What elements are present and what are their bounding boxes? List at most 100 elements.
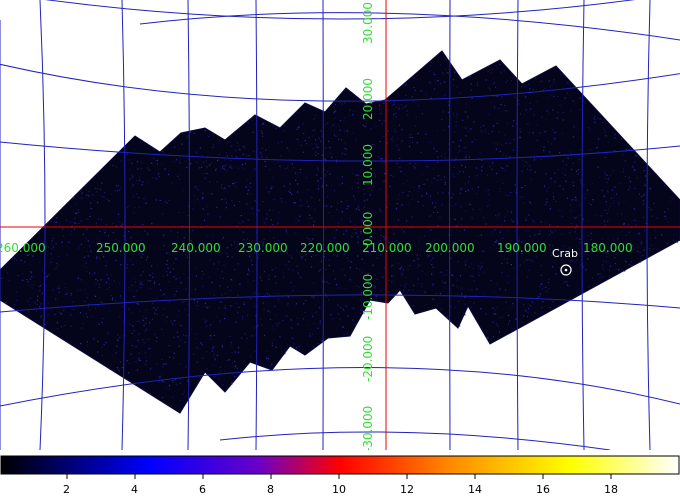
noise-speck xyxy=(65,293,67,295)
noise-speck xyxy=(47,313,49,316)
noise-speck xyxy=(441,118,443,120)
noise-speck xyxy=(252,270,254,272)
noise-speck xyxy=(445,274,447,276)
noise-speck xyxy=(271,186,273,188)
noise-speck xyxy=(608,269,611,271)
noise-speck xyxy=(293,202,295,204)
noise-speck xyxy=(577,227,579,229)
noise-speck xyxy=(500,104,502,106)
noise-speck xyxy=(145,259,148,261)
noise-speck xyxy=(500,72,502,74)
noise-speck xyxy=(574,227,576,229)
noise-speck xyxy=(431,250,433,252)
noise-speck xyxy=(227,296,229,298)
noise-speck xyxy=(38,262,40,264)
noise-speck xyxy=(244,163,246,165)
noise-speck xyxy=(254,252,256,254)
noise-speck xyxy=(381,123,383,125)
noise-speck xyxy=(353,195,355,197)
noise-speck xyxy=(387,109,389,111)
noise-speck xyxy=(355,324,357,326)
noise-speck xyxy=(548,112,550,114)
noise-speck xyxy=(432,257,434,259)
noise-speck xyxy=(211,350,213,352)
noise-speck xyxy=(341,103,343,105)
noise-speck xyxy=(160,289,162,291)
noise-speck xyxy=(90,316,93,318)
noise-speck xyxy=(234,360,236,362)
noise-speck xyxy=(597,166,599,168)
noise-speck xyxy=(190,250,192,252)
noise-speck xyxy=(545,173,547,175)
noise-speck xyxy=(534,171,536,173)
noise-speck xyxy=(432,283,434,285)
noise-speck xyxy=(562,112,564,114)
noise-speck xyxy=(459,192,461,194)
noise-speck xyxy=(390,174,392,176)
lat-line-10 xyxy=(0,141,680,162)
noise-speck xyxy=(162,213,164,215)
noise-speck xyxy=(234,351,236,353)
noise-speck xyxy=(136,231,138,233)
noise-speck xyxy=(433,212,435,214)
noise-speck xyxy=(97,351,99,353)
noise-speck xyxy=(280,198,282,200)
noise-speck xyxy=(391,140,394,142)
noise-speck xyxy=(221,294,223,296)
noise-speck xyxy=(398,107,400,109)
noise-speck xyxy=(647,178,649,180)
noise-speck xyxy=(513,267,515,269)
noise-speck xyxy=(554,181,556,183)
noise-speck xyxy=(355,138,357,140)
noise-speck xyxy=(105,260,107,262)
noise-speck xyxy=(183,237,185,239)
noise-speck xyxy=(461,288,463,290)
noise-speck xyxy=(357,187,360,189)
noise-speck xyxy=(574,217,576,219)
noise-speck xyxy=(78,246,80,248)
noise-speck xyxy=(149,287,151,289)
noise-speck xyxy=(166,316,168,318)
noise-speck xyxy=(625,148,627,151)
noise-speck xyxy=(515,189,517,191)
noise-speck xyxy=(158,173,160,175)
noise-speck xyxy=(147,256,149,258)
noise-speck xyxy=(224,293,226,295)
noise-speck xyxy=(40,303,42,305)
noise-speck xyxy=(135,346,137,348)
noise-speck xyxy=(433,177,435,179)
noise-speck xyxy=(363,263,366,265)
noise-speck xyxy=(117,369,119,371)
noise-speck xyxy=(173,352,175,354)
source-marker-crab[interactable]: Crab xyxy=(552,247,578,276)
noise-speck xyxy=(269,169,271,171)
lon-line-220 xyxy=(255,0,258,451)
noise-speck xyxy=(397,146,399,148)
noise-speck xyxy=(471,216,473,219)
noise-speck xyxy=(41,292,43,294)
noise-speck xyxy=(649,238,651,240)
noise-speck xyxy=(174,146,176,148)
noise-speck xyxy=(444,281,446,283)
noise-speck xyxy=(460,206,462,208)
noise-speck xyxy=(364,199,366,201)
noise-speck xyxy=(339,129,341,131)
noise-speck xyxy=(219,319,221,321)
noise-speck xyxy=(388,242,390,244)
noise-speck xyxy=(336,159,338,161)
noise-speck xyxy=(345,230,347,232)
noise-speck xyxy=(180,282,182,284)
noise-speck xyxy=(261,279,263,281)
noise-speck xyxy=(550,177,552,179)
noise-speck xyxy=(522,159,524,161)
noise-speck xyxy=(418,265,420,267)
noise-speck xyxy=(383,102,385,104)
noise-speck xyxy=(269,230,271,232)
noise-speck xyxy=(159,376,161,378)
noise-speck xyxy=(549,248,551,250)
noise-speck xyxy=(380,120,382,122)
noise-speck xyxy=(644,175,647,177)
noise-speck xyxy=(369,236,371,239)
noise-speck xyxy=(364,193,366,195)
noise-speck xyxy=(472,267,474,270)
